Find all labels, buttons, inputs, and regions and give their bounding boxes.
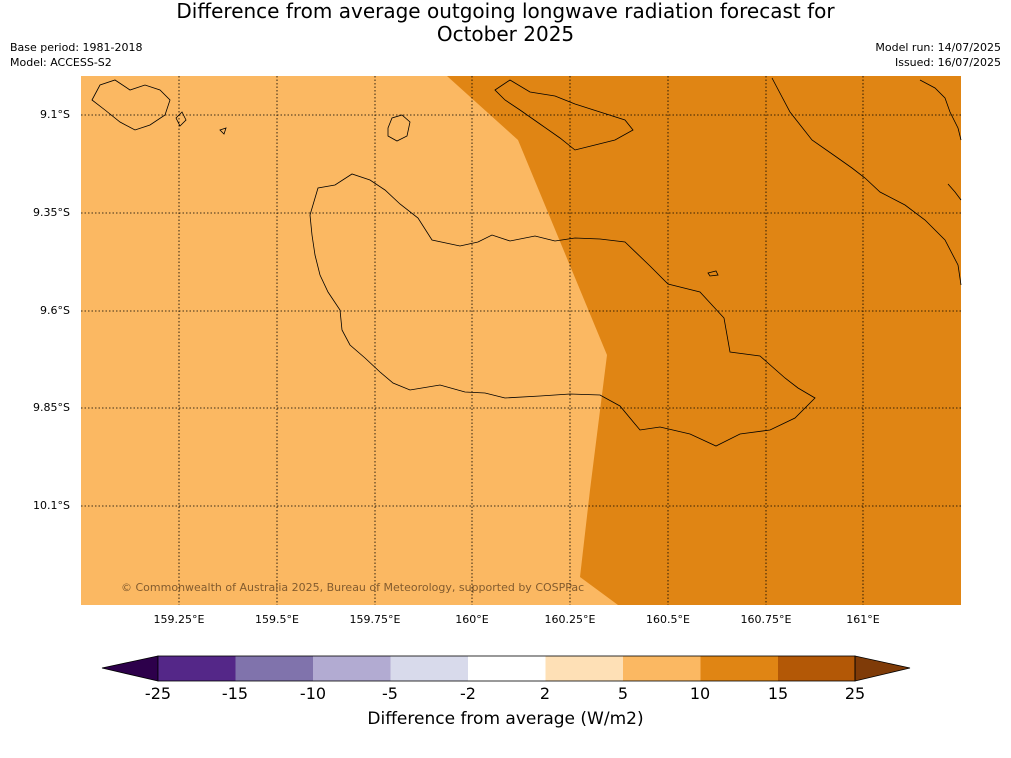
nggela-islet-2 — [219, 127, 227, 135]
lon-label-2: 159.5°E — [255, 613, 299, 626]
savo-island — [387, 114, 411, 142]
colorbar-extend-low — [101, 655, 159, 682]
colorbar-bin-6 — [545, 656, 623, 681]
colorbar-bin-1 — [158, 656, 236, 681]
guadalcanal-coast — [309, 173, 816, 447]
lon-label-7: 160.75°E — [740, 613, 792, 626]
title-line-2: October 2025 — [436, 22, 575, 46]
colorbar-bin-5 — [468, 656, 546, 681]
malaita-coast — [771, 77, 962, 286]
malaita-bit — [947, 183, 962, 201]
colorbar-bin-7 — [623, 656, 701, 681]
coastlines — [91, 77, 962, 447]
colorbar-bin-9 — [778, 656, 855, 681]
nggela-islands — [91, 79, 171, 131]
colorbar-tick-5: -2 — [460, 684, 476, 703]
title-line-1: Difference from average outgoing longwav… — [176, 0, 835, 23]
florida-east — [494, 79, 634, 151]
lat-label-1: 9.1°S — [40, 108, 70, 121]
colorbar — [101, 655, 911, 682]
lon-label-1: 159.25°E — [153, 613, 205, 626]
colorbar-tick-6: 2 — [539, 684, 551, 703]
malaita-north — [919, 79, 962, 141]
colorbar-title: Difference from average (W/m2) — [367, 709, 644, 729]
colorbar-extend-high — [854, 655, 911, 682]
colorbar-tick-8: 10 — [689, 684, 711, 703]
meta-right: Model run: 14/07/2025 Issued: 16/07/2025 — [875, 40, 1001, 70]
lat-label-5: 10.1°S — [33, 499, 70, 512]
colorbar-tick-9: 15 — [767, 684, 789, 703]
colorbar-tick-4: -5 — [382, 684, 398, 703]
lat-label-3: 9.6°S — [40, 304, 70, 317]
colorbar-bin-2 — [235, 656, 313, 681]
nggela-islet-1 — [175, 111, 187, 127]
lon-label-8: 161°E — [846, 613, 880, 626]
lat-label-2: 9.35°S — [33, 206, 70, 219]
meta-left: Base period: 1981-2018 Model: ACCESS-S2 — [10, 40, 142, 70]
base-period: Base period: 1981-2018 — [10, 41, 143, 54]
chart-title: Difference from average outgoing longwav… — [0, 0, 1011, 46]
model-name: Model: ACCESS-S2 — [10, 56, 112, 69]
colorbar-bin-4 — [390, 656, 468, 681]
colorbar-tick-2: -15 — [221, 684, 249, 703]
colorbar-tick-3: -10 — [299, 684, 327, 703]
model-run: Model run: 14/07/2025 — [875, 41, 1001, 54]
colorbar-tick-1: -25 — [144, 684, 172, 703]
copyright-notice: © Commonwealth of Australia 2025, Bureau… — [121, 581, 585, 594]
lat-label-4: 9.85°S — [33, 401, 70, 414]
colorbar-bin-8 — [700, 656, 778, 681]
colorbar-tick-7: 5 — [617, 684, 629, 703]
lon-label-5: 160.25°E — [544, 613, 596, 626]
band-10-15 — [447, 76, 961, 605]
lon-label-4: 160°E — [455, 613, 489, 626]
colorbar-tick-10: 25 — [844, 684, 866, 703]
graticule — [81, 76, 961, 605]
colorbar-bin-3 — [313, 656, 391, 681]
issued-date: Issued: 16/07/2025 — [894, 56, 1001, 69]
lon-label-6: 160.5°E — [646, 613, 690, 626]
colorbar-frame — [157, 655, 856, 682]
small-islet — [707, 270, 719, 277]
lon-label-3: 159.75°E — [349, 613, 401, 626]
